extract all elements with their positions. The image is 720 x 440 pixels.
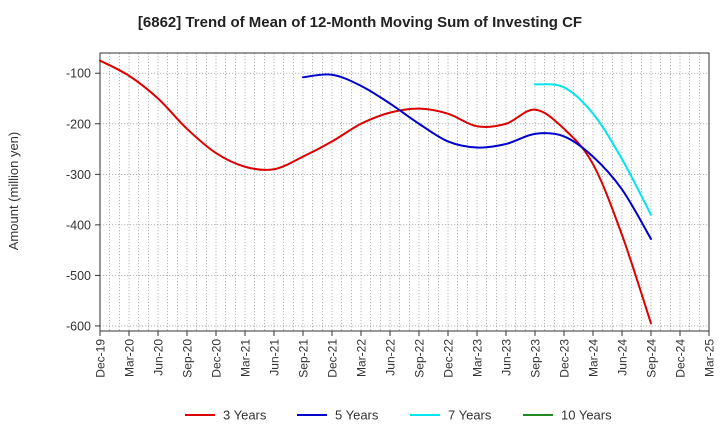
x-tick-label: Sep-24 [645, 339, 659, 378]
legend-item-5-years: 5 Years [297, 408, 379, 423]
series-line-3-years [99, 59, 652, 325]
y-tick-label: -400 [66, 218, 91, 232]
series-line-7-years [534, 83, 652, 216]
x-tick-label: Dec-21 [326, 339, 340, 378]
x-tick-label: Mar-21 [239, 339, 253, 377]
legend: 3 Years 5 Years 7 Years 10 Years [185, 408, 612, 423]
x-tick-label: Jun-22 [384, 339, 398, 376]
legend-item-3-years: 3 Years [185, 408, 267, 423]
legend-label: 10 Years [561, 408, 612, 423]
x-tick-label: Dec-19 [94, 339, 108, 378]
chart-title: [6862] Trend of Mean of 12-Month Moving … [137, 14, 583, 31]
x-tick-label: Jun-21 [268, 339, 282, 376]
x-tick-label: Mar-24 [587, 339, 601, 377]
series-layer [99, 59, 652, 325]
x-tick-label: Dec-24 [674, 339, 688, 378]
y-tick-label: -200 [66, 117, 91, 131]
x-axis-ticks: Dec-19 Mar-20 Jun-20 Sep-20 Dec-20 Mar-21 Jun-… [94, 331, 717, 378]
x-tick-label: Jun-23 [500, 339, 514, 376]
x-tick-label: Dec-20 [210, 339, 224, 378]
series-line-5-years [302, 73, 652, 241]
x-tick-label: Sep-22 [413, 339, 427, 378]
y-tick-label: -100 [66, 67, 91, 81]
x-tick-label: Mar-20 [123, 339, 137, 377]
x-tick-label: Sep-21 [297, 339, 311, 378]
x-tick-label: Sep-23 [529, 339, 543, 378]
x-tick-label: Jun-24 [616, 339, 630, 376]
legend-label: 5 Years [335, 408, 379, 423]
y-tick-label: -500 [66, 269, 91, 283]
plot-frame [99, 52, 710, 332]
x-tick-label: Mar-23 [471, 339, 485, 377]
y-axis-ticks: -100 -200 -300 -400 -500 -600 [66, 67, 100, 333]
grid-layer [100, 53, 709, 331]
x-tick-label: Jun-20 [152, 339, 166, 376]
x-tick-label: Dec-22 [442, 339, 456, 378]
legend-item-7-years: 7 Years [410, 408, 492, 423]
legend-label: 7 Years [448, 408, 492, 423]
x-tick-label: Sep-20 [181, 339, 195, 378]
y-tick-label: -300 [66, 168, 91, 182]
legend-label: 3 Years [223, 408, 267, 423]
x-tick-label: Mar-25 [703, 339, 717, 377]
x-tick-label: Dec-23 [558, 339, 572, 378]
x-tick-label: Mar-22 [355, 339, 369, 377]
legend-item-10-years: 10 Years [523, 408, 612, 423]
y-axis-label: Amount (million yen) [6, 132, 21, 251]
y-tick-label: -600 [66, 319, 91, 333]
